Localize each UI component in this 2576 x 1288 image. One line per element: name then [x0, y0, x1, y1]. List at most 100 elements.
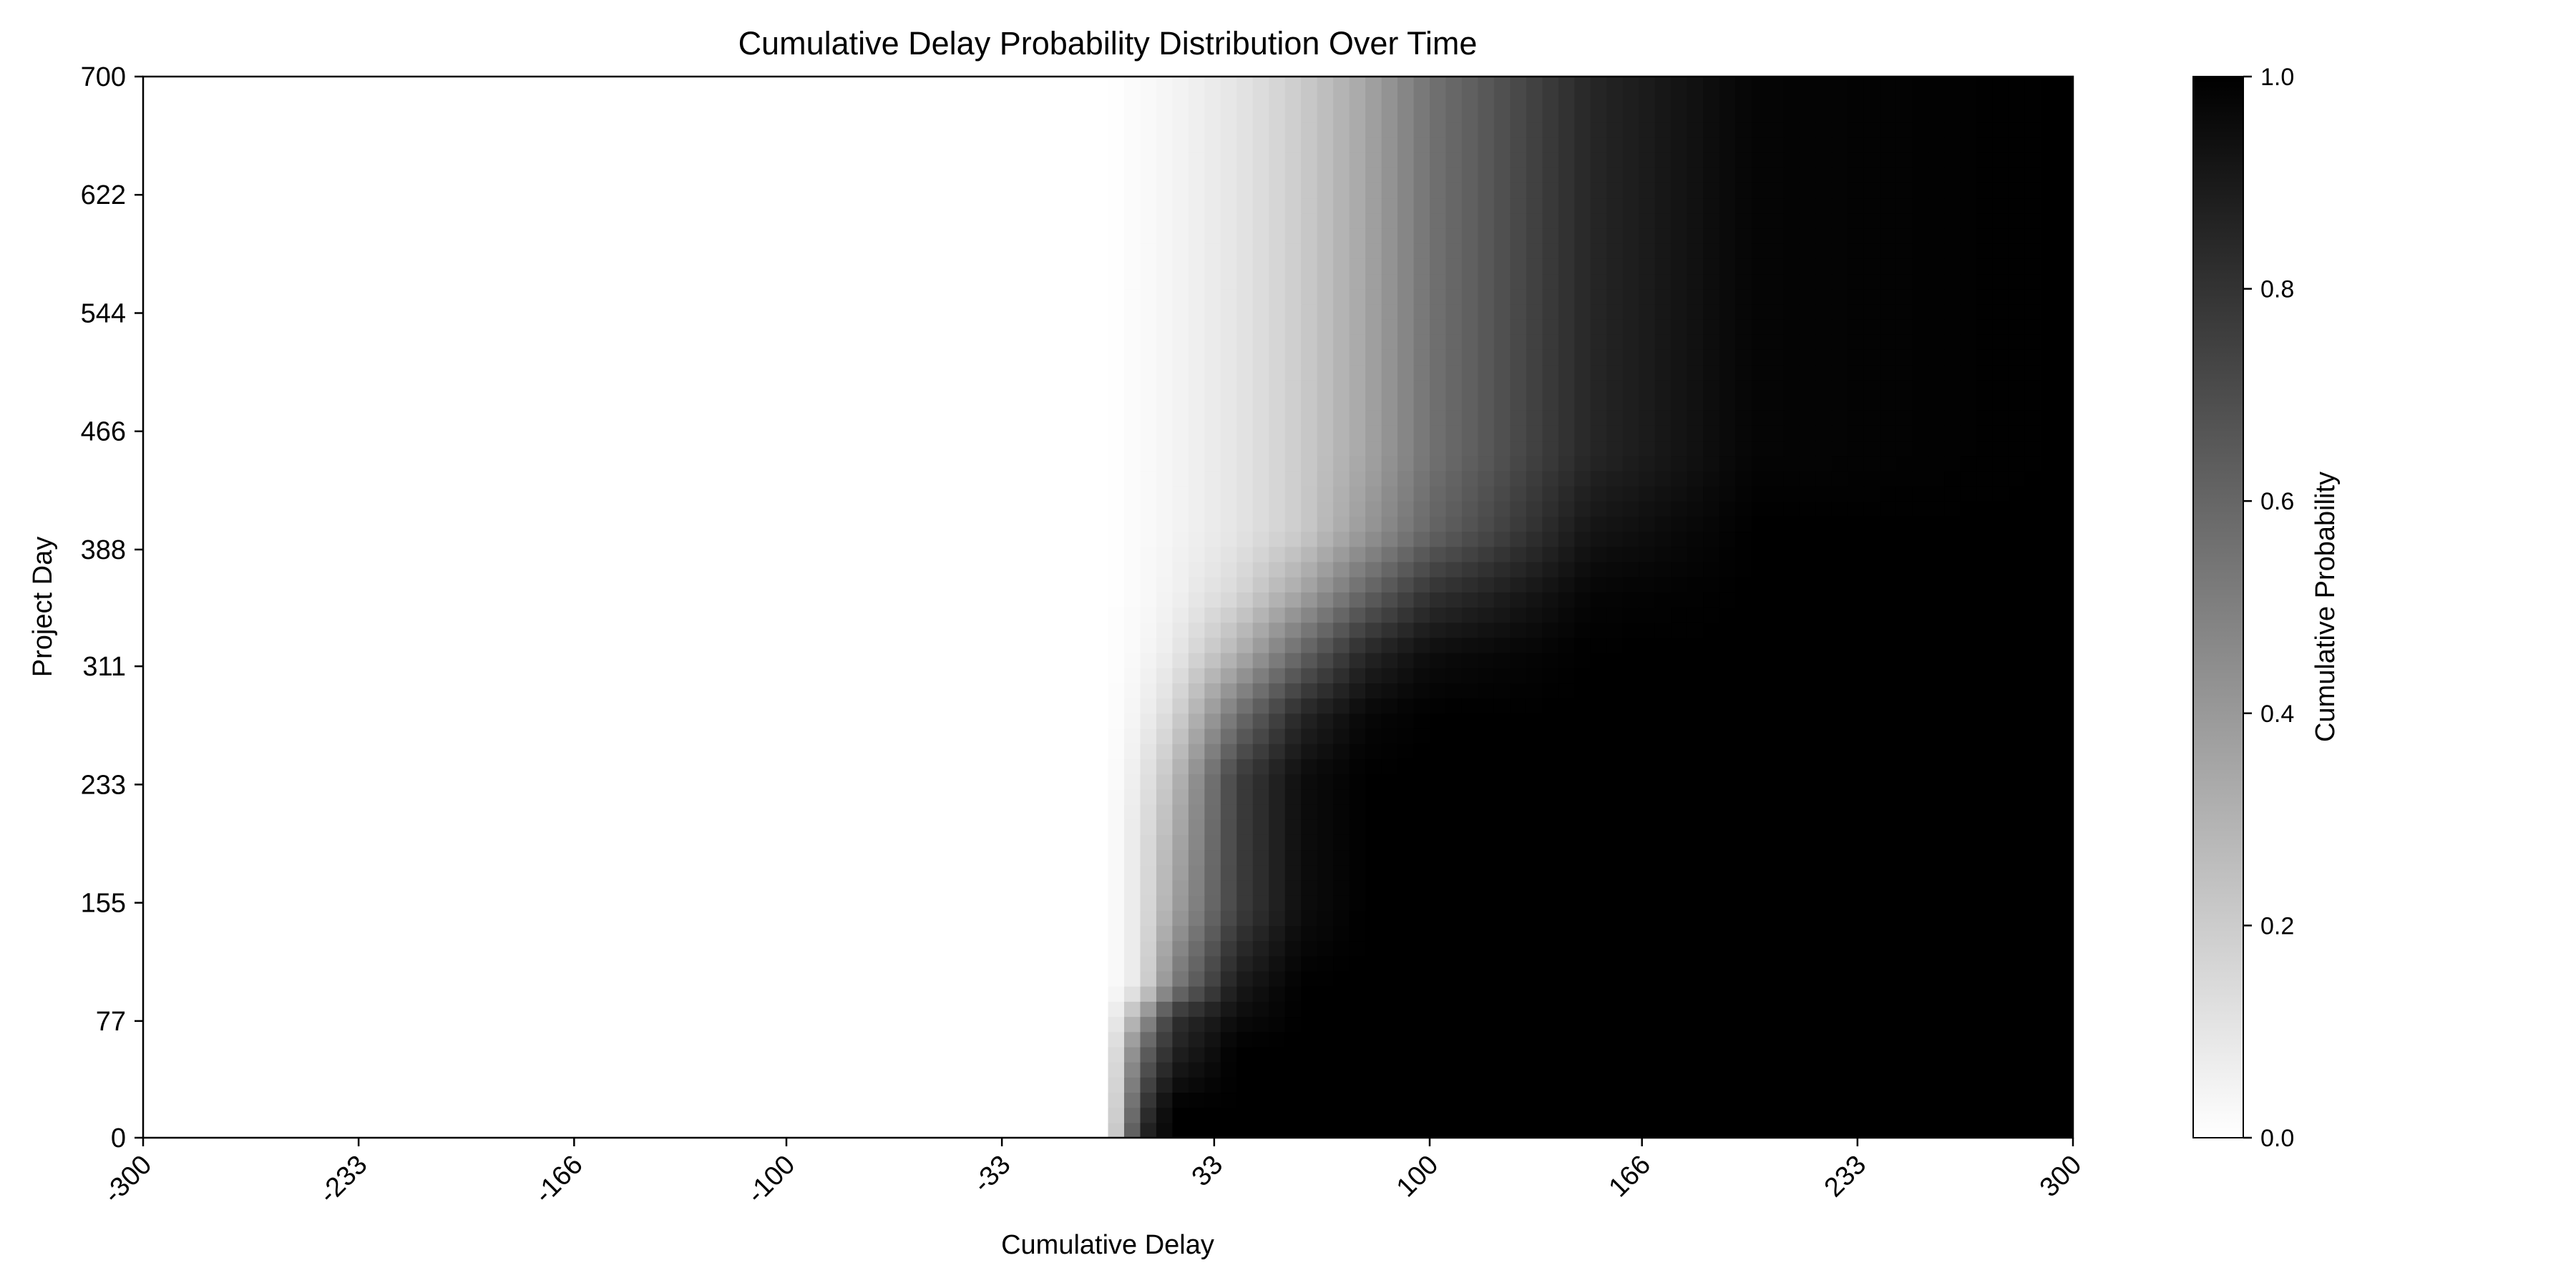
- heatmap-cell: [1461, 895, 1479, 911]
- heatmap-cell: [963, 698, 980, 714]
- heatmap-cell: [303, 925, 321, 942]
- heatmap-cell: [2024, 1122, 2041, 1138]
- heatmap-cell: [159, 774, 176, 790]
- heatmap-cell: [1574, 592, 1591, 608]
- heatmap-cell: [207, 1016, 224, 1033]
- heatmap-cell: [1654, 1046, 1672, 1063]
- heatmap-cell: [1880, 1122, 1897, 1138]
- heatmap-cell: [1011, 758, 1028, 775]
- heatmap-cell: [1880, 1062, 1897, 1078]
- heatmap-cell: [545, 1062, 562, 1078]
- heatmap-cell: [963, 1092, 980, 1108]
- heatmap-cell: [1912, 561, 1929, 577]
- heatmap-cell: [658, 1046, 675, 1063]
- heatmap-cell: [786, 895, 804, 911]
- heatmap-cell: [303, 1122, 321, 1138]
- heatmap-cell: [400, 698, 417, 714]
- heatmap-cell: [159, 1092, 176, 1108]
- heatmap-cell: [834, 668, 852, 684]
- heatmap-cell: [1558, 1031, 1575, 1048]
- heatmap-cell: [1639, 955, 1656, 972]
- heatmap-cell: [593, 607, 610, 623]
- heatmap-cell: [1413, 516, 1430, 532]
- heatmap-cell: [1639, 910, 1656, 926]
- heatmap-cell: [1639, 531, 1656, 547]
- heatmap-cell: [1799, 531, 1816, 547]
- heatmap-cell: [979, 849, 996, 866]
- heatmap-cell: [1269, 864, 1286, 881]
- heatmap-cell: [1365, 955, 1382, 972]
- heatmap-cell: [1848, 546, 1865, 562]
- heatmap-cell: [143, 607, 160, 623]
- heatmap-cell: [1043, 577, 1060, 592]
- heatmap-cell: [1075, 531, 1093, 547]
- heatmap-cell: [1075, 698, 1093, 714]
- heatmap-cell: [1510, 1046, 1527, 1063]
- heatmap-cell: [899, 864, 916, 881]
- heatmap-cell: [1140, 1077, 1157, 1093]
- heatmap-cell: [850, 637, 867, 653]
- heatmap-cell: [882, 955, 899, 972]
- heatmap-cell: [1430, 864, 1447, 881]
- heatmap-cell: [1011, 516, 1028, 532]
- heatmap-cell: [850, 728, 867, 744]
- heatmap-cell: [1526, 1092, 1543, 1108]
- heatmap-cell: [722, 849, 739, 866]
- heatmap-cell: [1735, 910, 1752, 926]
- heatmap-cell: [159, 561, 176, 577]
- heatmap-cell: [336, 546, 353, 562]
- heatmap-cell: [1960, 592, 1977, 608]
- heatmap-cell: [577, 516, 594, 532]
- heatmap-cell: [818, 531, 836, 547]
- heatmap-cell: [1140, 698, 1157, 714]
- heatmap-cell: [464, 637, 482, 653]
- heatmap-cell: [512, 789, 530, 805]
- heatmap-cell: [1815, 834, 1833, 851]
- heatmap-cell: [1430, 940, 1447, 957]
- heatmap-cell: [143, 1092, 160, 1108]
- heatmap-cell: [1028, 516, 1045, 532]
- heatmap-cell: [867, 546, 884, 562]
- heatmap-cell: [223, 1122, 240, 1138]
- heatmap-cell: [754, 577, 771, 592]
- heatmap-cell: [159, 683, 176, 699]
- heatmap-cell: [914, 1107, 932, 1123]
- heatmap-cell: [963, 728, 980, 744]
- heatmap-cell: [754, 986, 771, 1002]
- heatmap-cell: [1799, 1122, 1816, 1138]
- heatmap-cell: [1252, 637, 1269, 653]
- heatmap-cell: [384, 501, 401, 517]
- heatmap-cell: [1092, 1077, 1109, 1093]
- heatmap-cell: [1220, 879, 1237, 896]
- heatmap-cell: [1236, 925, 1254, 942]
- heatmap-cell: [159, 531, 176, 547]
- heatmap-cell: [207, 743, 224, 759]
- heatmap-cell: [1831, 1077, 1848, 1093]
- heatmap-cell: [1493, 1016, 1511, 1033]
- heatmap-cell: [1220, 683, 1237, 699]
- heatmap-cell: [1092, 668, 1109, 684]
- heatmap-cell: [979, 1001, 996, 1018]
- heatmap-cell: [223, 940, 240, 957]
- heatmap-cell: [995, 592, 1013, 608]
- heatmap-cell: [464, 713, 482, 729]
- heatmap-cell: [1735, 698, 1752, 714]
- heatmap-cell: [1413, 546, 1430, 562]
- heatmap-cell: [1060, 561, 1077, 577]
- heatmap-cell: [497, 1001, 514, 1018]
- heatmap-cell: [1349, 925, 1366, 942]
- heatmap-cell: [1863, 758, 1880, 775]
- heatmap-cell: [1863, 577, 1880, 592]
- heatmap-cell: [2057, 1001, 2074, 1018]
- heatmap-cell: [1493, 864, 1511, 881]
- heatmap-cell: [899, 592, 916, 608]
- heatmap-cell: [995, 1077, 1013, 1093]
- heatmap-cell: [1542, 653, 1559, 668]
- heatmap-cell: [1622, 1046, 1639, 1063]
- heatmap-cell: [464, 864, 482, 881]
- heatmap-cell: [1526, 743, 1543, 759]
- heatmap-cell: [449, 819, 466, 835]
- heatmap-cell: [1671, 516, 1688, 532]
- heatmap-cell: [1848, 925, 1865, 942]
- heatmap-cell: [1493, 925, 1511, 942]
